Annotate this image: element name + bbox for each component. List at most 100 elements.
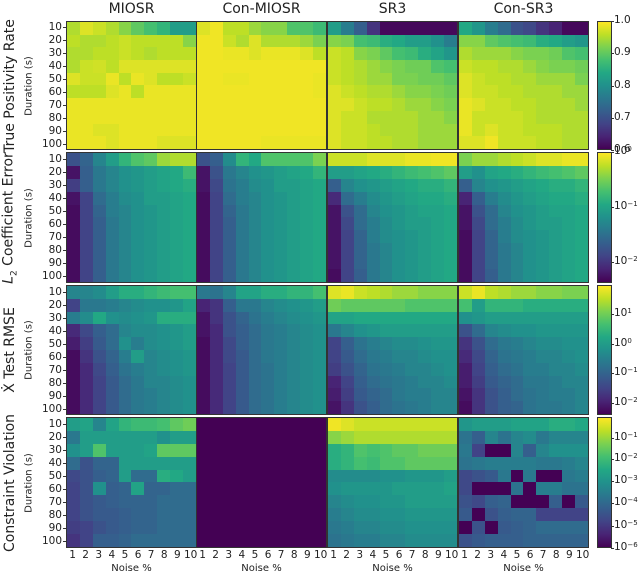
- heatmap-cell: [157, 243, 171, 257]
- heatmap-cell: [209, 324, 223, 338]
- heatmap-cell: [118, 60, 132, 73]
- heatmap-cell: [157, 401, 171, 414]
- heatmap-cell: [484, 153, 498, 166]
- heatmap-cell: [157, 430, 171, 444]
- heatmap-cell: [392, 482, 406, 496]
- heatmap-cell: [92, 136, 106, 149]
- heatmap-cell: [353, 443, 367, 457]
- heatmap-cell: [274, 350, 288, 363]
- heatmap-cell: [248, 72, 262, 86]
- heatmap-cell: [340, 388, 354, 402]
- heatmap-cell: [118, 443, 132, 457]
- heatmap-cell: [392, 521, 406, 535]
- y-tick-mark: [63, 382, 66, 384]
- heatmap-cell: [144, 298, 158, 312]
- heatmap-cell: [92, 230, 106, 244]
- heatmap-cell: [523, 286, 537, 299]
- heatmap-cell: [209, 98, 223, 111]
- heatmap-cell: [183, 388, 196, 402]
- heatmap-cell: [340, 362, 354, 376]
- heatmap-cell: [118, 153, 132, 166]
- heatmap-cell: [328, 98, 341, 111]
- heatmap-cell: [170, 443, 184, 457]
- heatmap-cell: [79, 34, 93, 48]
- heatmap-cell: [118, 508, 132, 522]
- heatmap-cell: [444, 311, 457, 325]
- heatmap-cell: [92, 298, 106, 312]
- heatmap-cell: [536, 110, 550, 124]
- heatmap-cell: [431, 110, 445, 124]
- heatmap-cell: [222, 362, 236, 376]
- heatmap-cell: [405, 165, 419, 179]
- heatmap-cell: [353, 456, 367, 470]
- heatmap-cell: [471, 508, 485, 522]
- x-tick-label: 5: [513, 549, 521, 561]
- heatmap-cell: [235, 191, 249, 205]
- heatmap-cell: [392, 98, 406, 111]
- heatmap-cell: [313, 350, 326, 363]
- heatmap-cell: [575, 230, 588, 244]
- heatmap-cell: [274, 153, 288, 166]
- heatmap-cell: [197, 508, 210, 522]
- heatmap-cell: [274, 362, 288, 376]
- heatmap-cell: [497, 311, 511, 325]
- heatmap-cell: [92, 165, 106, 179]
- heatmap-cell: [105, 110, 119, 124]
- heatmap-cell: [444, 22, 457, 35]
- heatmap-cell: [183, 153, 196, 166]
- heatmap-cell: [549, 456, 563, 470]
- heatmap-cell: [340, 324, 354, 338]
- heatmap-cell: [67, 243, 80, 257]
- heatmap-cell: [105, 60, 119, 73]
- y-tick-label: 10: [48, 152, 62, 165]
- colorbar-tick-mark: [611, 85, 614, 87]
- heatmap-cell: [549, 136, 563, 149]
- heatmap-cell: [209, 165, 223, 179]
- heatmap-cell: [392, 456, 406, 470]
- heatmap-cell: [118, 401, 132, 414]
- heatmap-cell: [197, 443, 210, 457]
- heatmap-cell: [170, 230, 184, 244]
- heatmap-cell: [300, 85, 314, 99]
- heatmap-cell: [549, 85, 563, 99]
- heatmap-cell: [340, 269, 354, 282]
- heatmap-cell: [340, 204, 354, 218]
- heatmap-cell: [157, 110, 171, 124]
- heatmap-cell: [118, 22, 132, 35]
- heatmap-cell: [523, 256, 537, 270]
- heatmap-cell: [536, 482, 550, 496]
- heatmap-cell: [209, 243, 223, 257]
- heatmap-cell: [405, 430, 419, 444]
- heatmap-cell: [144, 178, 158, 192]
- heatmap-cell: [523, 482, 537, 496]
- colorbar-tick-mark: [611, 207, 614, 209]
- heatmap-cell: [274, 401, 288, 414]
- heatmap-cell: [497, 230, 511, 244]
- heatmap-cell: [131, 178, 145, 192]
- heatmap-cell: [92, 191, 106, 205]
- heatmap-cell: [379, 508, 393, 522]
- heatmap-cell: [366, 98, 380, 111]
- heatmap-cell: [459, 324, 472, 338]
- heatmap-cell: [287, 443, 301, 457]
- heatmap-cell: [300, 165, 314, 179]
- heatmap-cell: [575, 153, 588, 166]
- heatmap-cell: [131, 60, 145, 73]
- heatmap-cell: [444, 508, 457, 522]
- heatmap-cell: [405, 311, 419, 325]
- heatmap-cell: [287, 521, 301, 535]
- heatmap-cell: [274, 230, 288, 244]
- heatmap-cell: [459, 22, 472, 35]
- heatmap-cell: [197, 98, 210, 111]
- heatmap-cell: [328, 443, 341, 457]
- heatmap-cell: [209, 72, 223, 86]
- heatmap-cell: [366, 298, 380, 312]
- heatmap-cell: [549, 191, 563, 205]
- y-tick-mark: [63, 475, 66, 477]
- heatmap-cell: [366, 443, 380, 457]
- heatmap-cell: [471, 443, 485, 457]
- heatmap-cell: [523, 230, 537, 244]
- heatmap-cell: [261, 60, 275, 73]
- heatmap-cell: [300, 311, 314, 325]
- heatmap-cell: [497, 153, 511, 166]
